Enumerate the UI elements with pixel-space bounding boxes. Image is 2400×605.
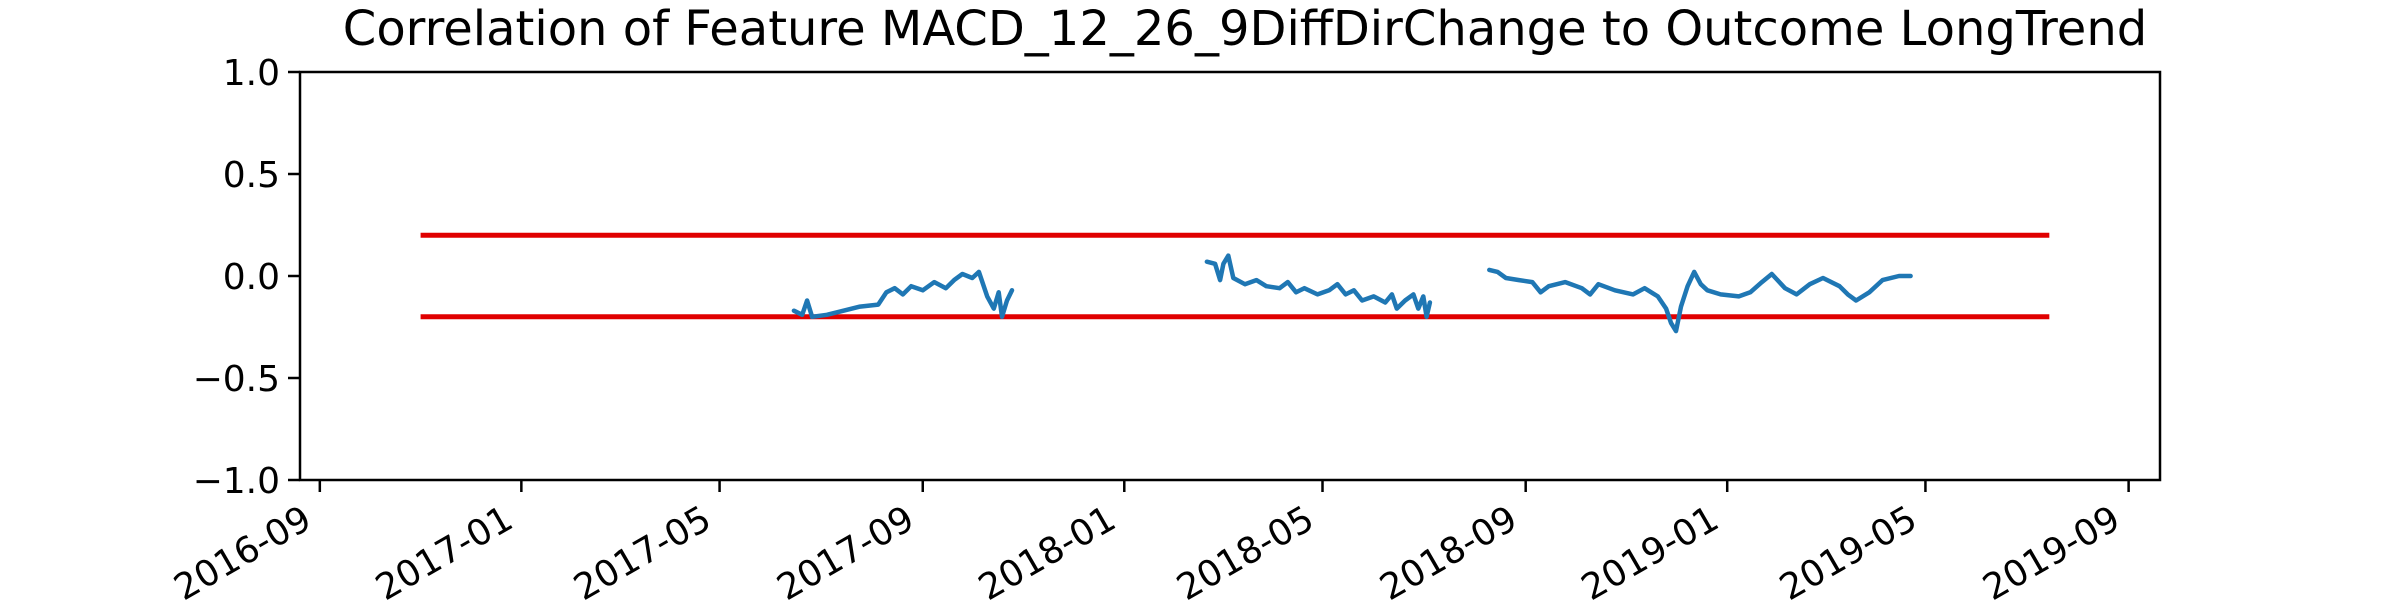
x-tick-label: 2018-05 (1170, 498, 1321, 600)
x-tick-label: 2019-05 (1773, 498, 1924, 600)
plot-frame (298, 70, 2162, 482)
x-tick-label: 2018-01 (972, 498, 1123, 600)
y-axis-ticks: 1.0 0.5 0.0 −0.5 −1.0 (193, 53, 300, 502)
y-tick-label: 1.0 (223, 53, 280, 94)
series-line-segment (1204, 253, 1433, 320)
threshold-lines (420, 232, 2050, 320)
x-tick-label: 2017-05 (567, 498, 718, 600)
series-line-segment (1487, 267, 1913, 334)
series-line-segment (791, 269, 1015, 320)
y-tick-label: 0.5 (223, 155, 280, 196)
chart-title: Correlation of Feature MACD_12_26_9DiffD… (343, 1, 2147, 57)
series-group (791, 253, 1913, 334)
x-axis-ticks: 2016-09 2017-01 2017-05 2017-09 2018-01 2018-… (168, 480, 2130, 605)
y-tick-label: 0.0 (223, 257, 280, 298)
x-tick-label: 2016-09 (168, 498, 319, 600)
x-tick-label: 2017-01 (369, 498, 520, 600)
y-tick-label: −0.5 (193, 359, 280, 400)
x-tick-label: 2019-01 (1575, 498, 1726, 600)
x-tick-label: 2019-09 (1976, 498, 2127, 600)
x-tick-label: 2017-09 (770, 498, 921, 600)
x-tick-label: 2018-09 (1373, 498, 1524, 600)
y-tick-label: −1.0 (193, 461, 280, 502)
